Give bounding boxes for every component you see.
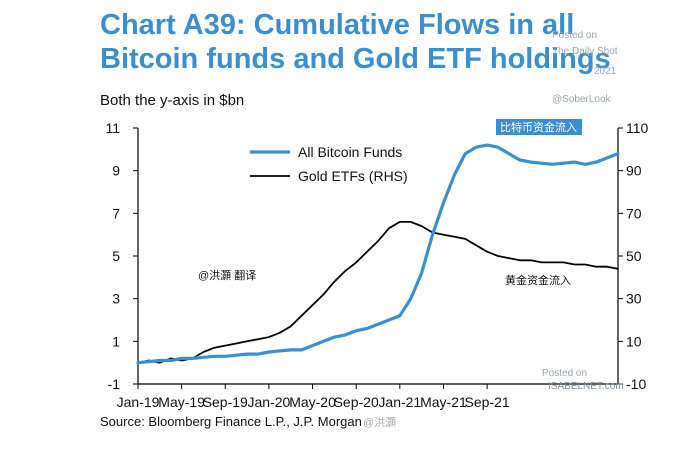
y-tick-left-label: 7 xyxy=(112,205,120,221)
chart-axes: -11357911-101030507090110Jan-19May-19Sep… xyxy=(105,120,648,410)
y-tick-right-label: 70 xyxy=(626,205,642,221)
chart-legend: All Bitcoin Funds Gold ETFs (RHS) xyxy=(250,144,408,184)
source-watermark: @洪灝 xyxy=(363,417,397,429)
y-tick-right-label: 110 xyxy=(626,120,649,136)
y-tick-left-label: -1 xyxy=(108,376,121,392)
x-tick-label: May-19 xyxy=(158,394,205,410)
y-tick-right-label: 50 xyxy=(626,248,642,264)
chart-frame xyxy=(82,0,642,440)
chart-title: Chart A39: Cumulative Flows in all Bitco… xyxy=(100,9,611,75)
watermark-isabelnet: ISABELNET.com xyxy=(548,381,624,392)
annotation-bitcoin-bg xyxy=(496,119,582,135)
x-tick-label: May-20 xyxy=(289,394,336,410)
y-tick-left-label: 9 xyxy=(112,163,120,179)
legend-gold-label: Gold ETFs (RHS) xyxy=(298,168,408,184)
x-tick-label: Jan-21 xyxy=(378,394,421,410)
watermark-date: 2021 xyxy=(594,66,617,77)
annotation-translator: @洪灝 翻译 xyxy=(198,268,256,282)
y-tick-right-label: -10 xyxy=(626,376,646,392)
x-tick-label: Sep-20 xyxy=(334,394,379,410)
legend-bitcoin-label: All Bitcoin Funds xyxy=(298,144,402,160)
watermark-soberlook: @SoberLook xyxy=(552,94,611,105)
x-tick-label: Jan-20 xyxy=(248,394,291,410)
x-tick-label: Jan-19 xyxy=(117,394,160,410)
x-tick-label: Sep-21 xyxy=(465,394,510,410)
y-tick-right-label: 30 xyxy=(626,291,642,307)
watermark-posted-on-bottom: Posted on xyxy=(542,368,588,379)
y-tick-right-label: 90 xyxy=(626,163,642,179)
annotation-gold-inflow: 黄金资金流入 xyxy=(505,273,571,287)
watermark-posted-on: Posted on xyxy=(552,30,598,41)
y-tick-left-label: 3 xyxy=(112,291,120,307)
chart-subtitle: Both the y-axis in $bn xyxy=(100,92,245,109)
chart-source: Source: Bloomberg Finance L.P., J.P. Mor… xyxy=(100,414,362,429)
x-tick-label: May-21 xyxy=(420,394,467,410)
y-tick-left-label: 1 xyxy=(112,333,120,349)
series-bitcoin-line xyxy=(136,143,620,365)
series-gold-line xyxy=(137,220,619,364)
watermark-daily-shot: The Daily Shot xyxy=(552,46,618,57)
annotation-bitcoin-inflow: 比特币资金流入 xyxy=(500,120,577,134)
y-tick-right-label: 10 xyxy=(626,333,642,349)
y-tick-left-label: 5 xyxy=(112,248,120,264)
y-tick-left-label: 11 xyxy=(105,120,120,136)
x-tick-label: Sep-19 xyxy=(203,394,248,410)
series-layer xyxy=(136,143,620,365)
